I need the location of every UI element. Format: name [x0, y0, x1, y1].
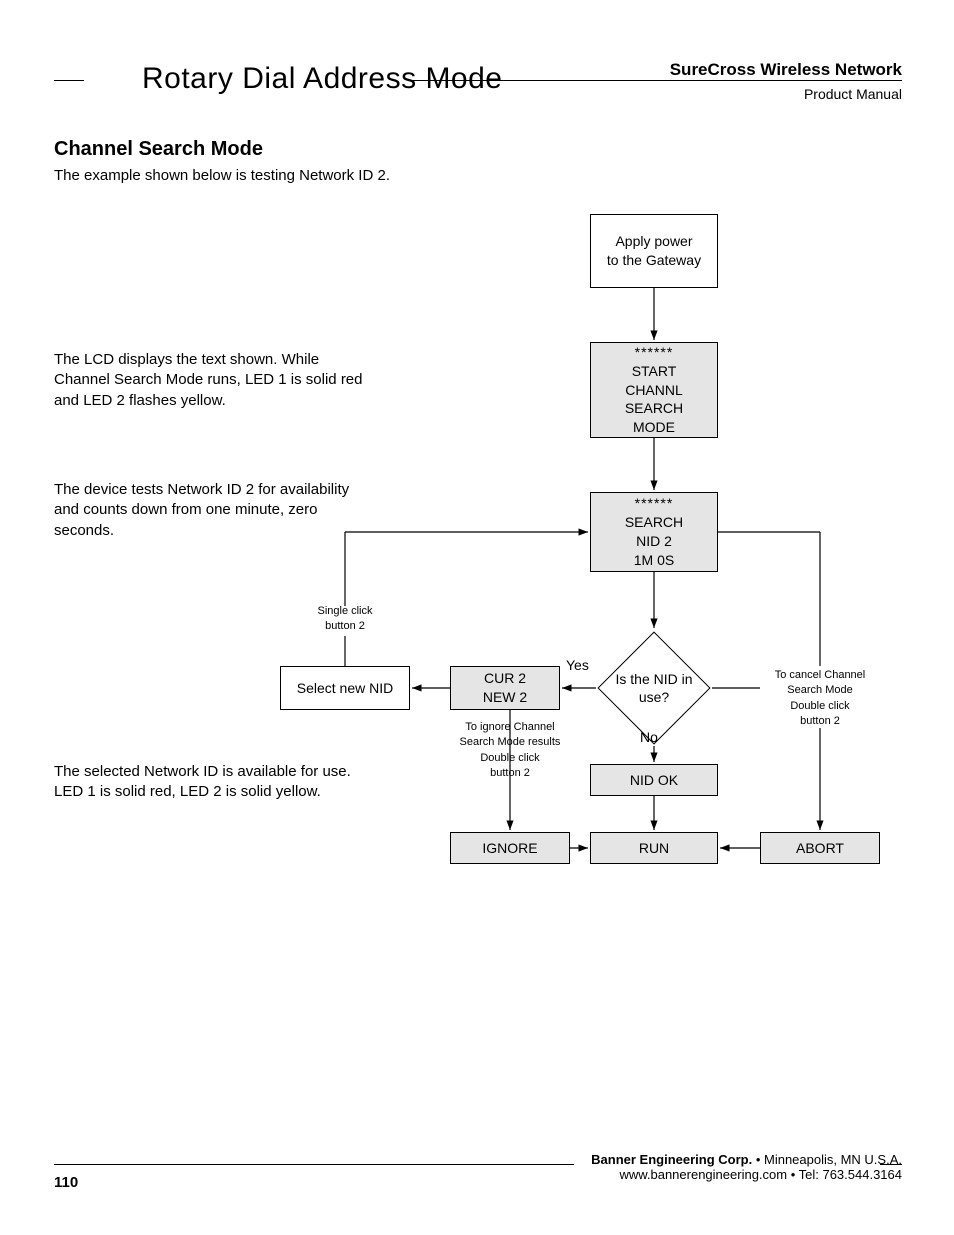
label-cancel-instructions: To cancel Channel Search Mode Double cli… — [764, 668, 876, 730]
flow-select-nid: Select new NID — [280, 666, 410, 710]
flow-search-nid: ****** SEARCH NID 2 1M 0S — [590, 492, 718, 572]
section-intro: The example shown below is testing Netwo… — [54, 166, 554, 186]
label-single-click: Single click button 2 — [300, 604, 390, 635]
flow-abort: ABORT — [760, 832, 880, 864]
label-ignore-instructions: To ignore Channel Search Mode results Do… — [450, 720, 570, 782]
header-product: SureCross Wireless Network — [670, 60, 902, 80]
header-subtitle: Product Manual — [804, 86, 902, 102]
flow-cur-new: CUR 2 NEW 2 — [450, 666, 560, 710]
flow-run: RUN — [590, 832, 718, 864]
footer-text: Banner Engineering Corp. • Minneapolis, … — [402, 1152, 902, 1182]
annotation-available: The selected Network ID is available for… — [54, 762, 374, 803]
page: Rotary Dial Address Mode SureCross Wirel… — [0, 0, 954, 1235]
flow-nid-ok: NID OK — [590, 764, 718, 796]
annotation-countdown: The device tests Network ID 2 for availa… — [54, 480, 374, 541]
page-title: Rotary Dial Address Mode — [142, 62, 503, 96]
label-no: No — [640, 728, 658, 747]
flow-ignore: IGNORE — [450, 832, 570, 864]
annotation-lcd: The LCD displays the text shown. While C… — [54, 350, 364, 411]
flow-start-search: ****** START CHANNL SEARCH MODE — [590, 342, 718, 438]
section-heading: Channel Search Mode — [54, 138, 263, 161]
header-rule-left — [54, 80, 84, 81]
page-number: 110 — [54, 1174, 78, 1191]
label-yes: Yes — [566, 656, 589, 675]
header-rule-right — [412, 80, 902, 81]
flow-apply-power: Apply power to the Gateway — [590, 214, 718, 288]
